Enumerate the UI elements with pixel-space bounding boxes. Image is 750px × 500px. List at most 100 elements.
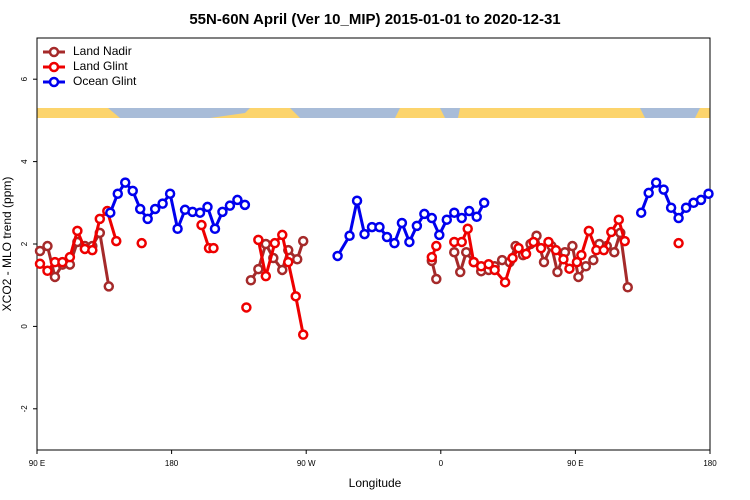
data-point <box>703 188 714 199</box>
data-point <box>580 260 592 272</box>
data-point <box>72 225 83 237</box>
data-point <box>209 223 221 235</box>
data-point <box>650 177 662 188</box>
data-point <box>351 195 363 206</box>
data-point <box>269 237 281 249</box>
data-point <box>609 246 620 258</box>
data-point <box>157 198 168 209</box>
data-point <box>449 246 460 258</box>
data-point <box>606 226 617 238</box>
data-point <box>673 212 684 224</box>
data-point <box>290 291 301 302</box>
data-point <box>426 251 438 263</box>
data-point <box>695 194 707 206</box>
data-point <box>389 237 400 249</box>
legend-label: Land Glint <box>73 59 128 73</box>
data-point <box>127 185 138 197</box>
data-point <box>260 270 272 282</box>
data-point <box>431 240 442 252</box>
series-line <box>336 199 486 257</box>
data-point <box>64 251 76 263</box>
data-point <box>291 253 303 265</box>
data-point <box>441 214 453 225</box>
data-point <box>194 207 206 218</box>
ocean-strip <box>290 108 400 118</box>
data-point <box>136 237 147 249</box>
data-point <box>297 235 309 247</box>
data-point <box>535 242 547 254</box>
data-point <box>119 177 131 188</box>
data-point <box>253 263 264 275</box>
data-point <box>507 252 518 264</box>
data-point <box>460 246 472 258</box>
data-point <box>134 203 146 215</box>
data-point <box>456 212 467 224</box>
data-point <box>468 256 479 268</box>
data-point <box>142 213 153 225</box>
legend-label: Land Nadir <box>73 44 132 58</box>
data-point <box>105 207 116 218</box>
data-point <box>449 207 460 218</box>
x-tick-label: 180 <box>703 459 717 468</box>
y-axis-label: XCO2 - MLO trend (ppm) <box>0 177 14 312</box>
data-point <box>411 220 423 232</box>
x-tick-label: 90 E <box>29 459 45 468</box>
data-point <box>558 253 569 265</box>
data-point <box>172 223 183 235</box>
data-point <box>332 250 343 262</box>
x-tick-label: 0 <box>439 459 444 468</box>
data-point <box>613 214 625 225</box>
chart-title: 55N-60N April (Ver 10_MIP) 2015-01-01 to… <box>189 11 560 28</box>
data-point <box>208 242 219 254</box>
data-point <box>643 187 654 199</box>
data-point <box>456 236 467 248</box>
data-point <box>619 235 631 247</box>
x-axis-label: Longitude <box>349 476 402 490</box>
y-tick-label: 0 <box>20 324 29 329</box>
data-point <box>635 207 647 218</box>
data-point <box>583 225 595 237</box>
data-point <box>564 263 575 274</box>
data-point <box>381 231 393 243</box>
ocean-strip <box>440 108 460 118</box>
data-point <box>538 256 550 268</box>
data-point <box>550 244 562 256</box>
data-point <box>245 275 257 286</box>
data-point <box>552 266 563 278</box>
data-point <box>277 229 288 241</box>
data-point <box>239 199 251 211</box>
data-point <box>149 203 161 215</box>
data-point <box>426 212 438 224</box>
data-point <box>202 201 213 213</box>
legend-marker <box>48 76 60 88</box>
y-tick-label: -2 <box>20 405 29 413</box>
data-point <box>42 265 53 277</box>
x-tick-label: 180 <box>165 459 179 468</box>
data-point <box>297 329 309 340</box>
data-point <box>680 202 692 213</box>
data-point <box>241 302 252 313</box>
data-point <box>57 256 68 268</box>
data-point <box>588 254 599 266</box>
data-point <box>520 248 532 260</box>
data-point <box>483 258 494 270</box>
data-point <box>111 235 122 247</box>
data-point <box>283 256 294 268</box>
data-point <box>462 223 473 235</box>
data-point <box>513 242 524 254</box>
data-point <box>49 271 61 283</box>
data-point <box>665 202 677 213</box>
legend-marker <box>48 46 60 58</box>
y-tick-label: 4 <box>20 159 29 164</box>
data-point <box>396 217 408 229</box>
data-point <box>543 236 554 248</box>
data-point <box>359 228 370 240</box>
data-point <box>87 244 98 256</box>
data-point <box>478 197 490 209</box>
data-point <box>277 264 288 276</box>
ocean-strip <box>108 108 250 118</box>
data-point <box>598 244 610 256</box>
legend-label: Ocean Glint <box>73 74 137 88</box>
data-point <box>463 205 475 217</box>
